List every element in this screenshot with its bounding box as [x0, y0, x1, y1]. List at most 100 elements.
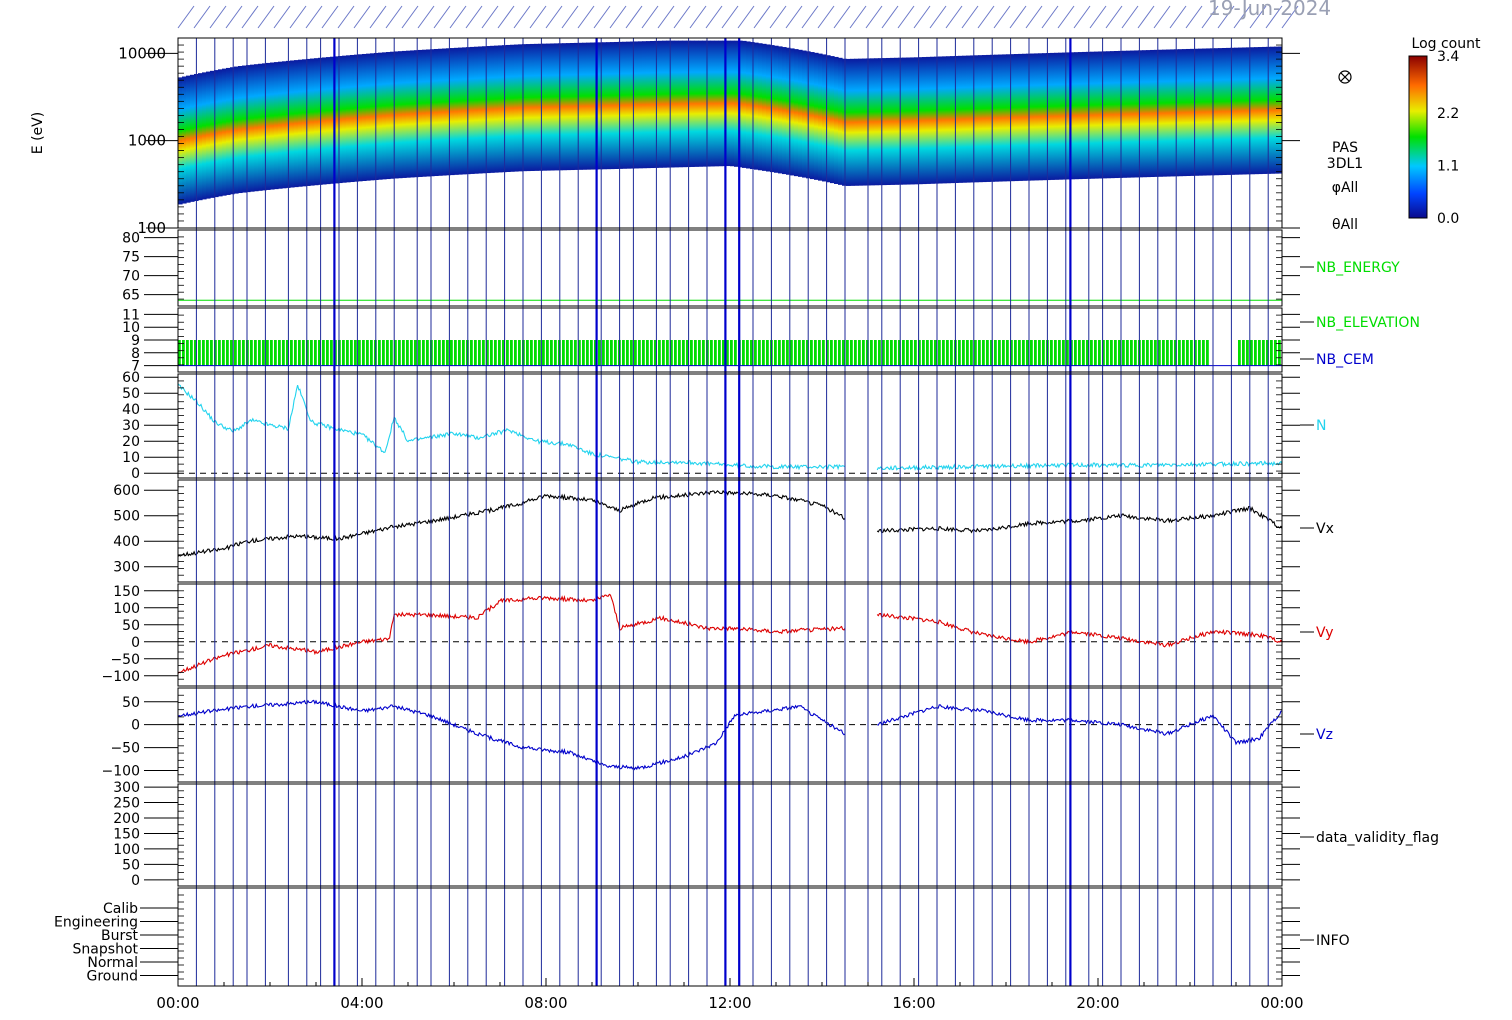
nb-elevation-bar — [794, 340, 797, 366]
marker-slant — [1281, 5, 1299, 29]
spectrogram-column — [694, 40, 699, 167]
spectrogram-column — [670, 40, 675, 168]
spectrogram-column — [394, 51, 399, 179]
spectrogram-column — [402, 50, 407, 178]
spectrogram-column — [1078, 52, 1083, 180]
y-tick-label: 10000 — [118, 44, 166, 62]
marker-slant — [769, 5, 787, 29]
y-tick-label: 50 — [122, 618, 140, 634]
spectrogram-column — [230, 67, 235, 195]
nb-elevation-bar — [1026, 340, 1029, 366]
nb-elevation-bar — [514, 340, 517, 366]
spectrogram-column — [674, 40, 679, 168]
marker-slant — [401, 5, 419, 29]
nb-elevation-bar — [834, 340, 837, 366]
nb-elevation-bar — [650, 340, 653, 366]
x-tick-label: 08:00 — [524, 994, 567, 1012]
spectrogram-column — [210, 70, 215, 198]
spectrogram-column — [422, 49, 427, 177]
spectrogram-column — [986, 54, 991, 182]
spectrogram-column — [494, 45, 499, 173]
nb-elevation-bar — [442, 340, 445, 366]
spectrogram-column — [1026, 53, 1031, 181]
spectrogram-column — [506, 44, 511, 172]
spectrogram-column — [550, 43, 555, 171]
spectrogram-column — [478, 46, 483, 174]
nb-elevation-bar — [474, 340, 477, 366]
spectrogram-column — [610, 42, 615, 170]
marker-slant — [849, 5, 867, 29]
y-tick-label: 80 — [122, 231, 140, 247]
spectrogram-column — [214, 70, 219, 198]
spectrogram-column — [298, 59, 303, 187]
nb-elevation-bar — [978, 340, 981, 366]
series-name-label: INFO — [1316, 933, 1350, 949]
spectrogram-column — [1126, 50, 1131, 178]
nb-elevation-bar — [342, 340, 345, 366]
nb-elevation-bar — [698, 340, 701, 366]
spectrogram-column — [358, 54, 363, 182]
nb-elevation-bar — [186, 340, 189, 366]
spectrogram-column — [746, 41, 751, 169]
spectrogram-column — [970, 55, 975, 183]
nb-elevation-bar — [554, 340, 557, 366]
spectrogram-column — [1246, 47, 1251, 175]
nb-elevation-bar — [958, 340, 961, 366]
spectrogram-column — [630, 41, 635, 169]
density-frame — [177, 373, 1283, 479]
marker-slant — [193, 5, 211, 29]
nb-elevation-bar — [534, 340, 537, 366]
marker-slant — [801, 5, 819, 29]
nb-elevation-bar — [850, 340, 853, 366]
spectrogram-column — [974, 55, 979, 183]
spectrogram-column — [1162, 49, 1167, 177]
nb-elevation-bar — [1206, 340, 1209, 366]
nb-elevation-bar — [994, 340, 997, 366]
vx-series-line — [876, 505, 1283, 534]
nb-elevation-bar — [198, 340, 201, 366]
spectrogram-column — [722, 40, 727, 167]
nb-elevation-bar — [982, 340, 985, 366]
nb-elevation-bar — [222, 340, 225, 366]
spectrogram-column — [242, 65, 247, 193]
nb-elevation-bar — [1094, 340, 1097, 366]
spectrogram-column — [842, 58, 847, 186]
nb-elevation-bar — [194, 340, 197, 366]
spectrogram-column — [222, 68, 227, 196]
spectrogram-column — [1278, 46, 1282, 174]
spectrogram-column — [1206, 48, 1211, 176]
spectrogram-column — [518, 44, 523, 172]
nb-elevation-bar — [886, 340, 889, 366]
spectrogram-column — [574, 42, 579, 170]
nb-elevation-bar — [678, 340, 681, 366]
nb-elevation-bar — [458, 340, 461, 366]
nb-elevation-bar — [898, 340, 901, 366]
spectrogram-column — [390, 51, 395, 179]
spectrogram-column — [1074, 52, 1079, 180]
nb-elevation-bar — [810, 340, 813, 366]
nb-elevation-bar — [838, 340, 841, 366]
colorbar-tick-label: 1.1 — [1437, 159, 1459, 175]
y-tick-label: 20 — [122, 434, 140, 450]
spectrogram-column — [706, 40, 711, 167]
nb-elevation-bar — [422, 340, 425, 366]
nb-elevation-bar — [1010, 340, 1013, 366]
nb-elevation-bar — [1050, 340, 1053, 366]
spectrogram-column — [1082, 51, 1087, 179]
nb-elevation-bar — [1082, 340, 1085, 366]
marker-slant — [1153, 5, 1171, 29]
series-name-label: data_validity_flag — [1316, 830, 1439, 846]
nb-elevation-bar — [426, 340, 429, 366]
y-tick-label: 150 — [113, 826, 140, 842]
marker-slant — [993, 5, 1011, 29]
spectrogram-column — [1230, 47, 1235, 175]
nb-elevation-bar — [902, 340, 905, 366]
marker-slant — [609, 5, 627, 29]
nb-elevation-bar — [754, 340, 757, 366]
spectrogram-column — [530, 43, 535, 171]
nb-elevation-bar — [382, 340, 385, 366]
spectrogram-column — [382, 52, 387, 180]
spectrogram-column — [606, 42, 611, 170]
spectrogram-column — [446, 48, 451, 176]
spectrogram-column — [534, 43, 539, 171]
